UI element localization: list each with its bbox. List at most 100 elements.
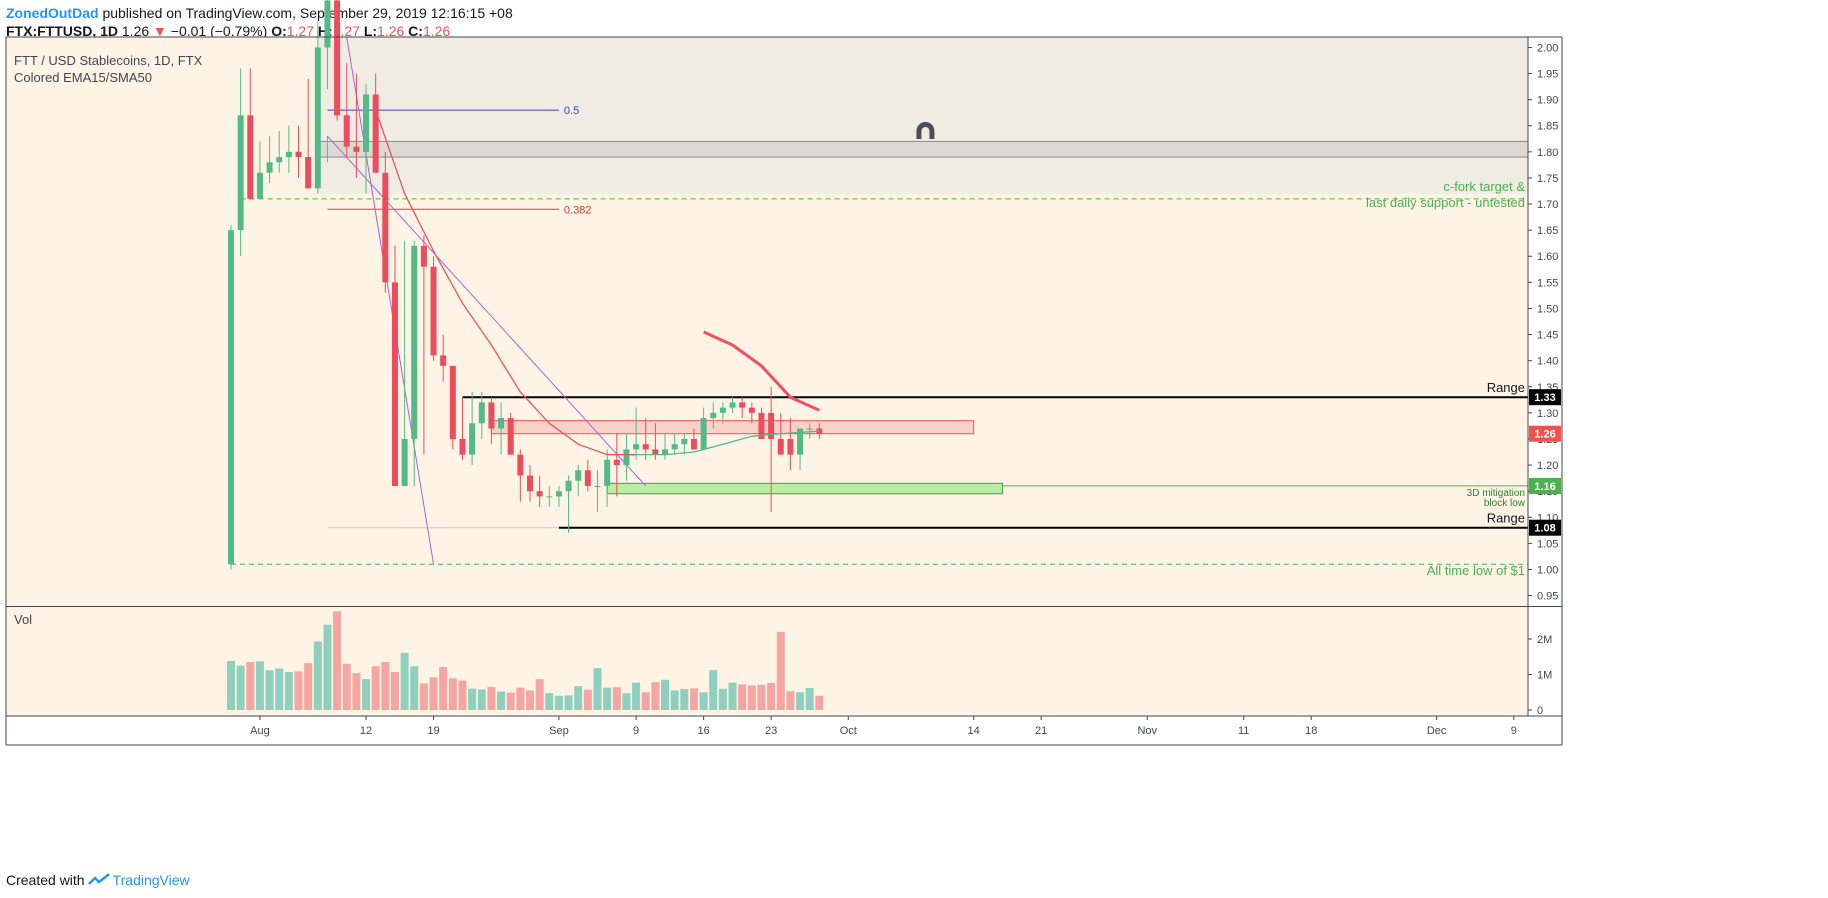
- volume-bar: [622, 693, 631, 710]
- candle: [276, 157, 283, 163]
- atl-label: All time low of $1: [1427, 563, 1525, 578]
- candle: [488, 402, 495, 429]
- mitigation-price-label: 1.16: [1534, 481, 1555, 493]
- candle: [690, 438, 697, 450]
- time-tick-label: 12: [360, 725, 372, 737]
- volume-bar: [525, 690, 534, 710]
- volume-bar: [265, 670, 274, 710]
- candle: [768, 412, 775, 439]
- volume-bar: [323, 624, 332, 710]
- series-title[interactable]: FTT / USD Stablecoins, 1D, FTX: [14, 53, 203, 68]
- candle: [565, 480, 572, 492]
- time-tick-label: Oct: [840, 725, 857, 737]
- candle: [758, 412, 765, 439]
- candle: [449, 365, 456, 439]
- candle: [353, 146, 360, 152]
- range-low-price-label: 1.08: [1534, 523, 1555, 535]
- price-tick-label: 0.95: [1537, 591, 1558, 603]
- volume-bar: [815, 695, 824, 710]
- price-change: −0.01 (−0.79%): [170, 23, 268, 39]
- footer: Created with TradingView: [6, 871, 190, 889]
- candle: [681, 438, 688, 445]
- time-tick-label: 23: [765, 725, 777, 737]
- candle: [787, 438, 794, 455]
- indicator-label[interactable]: Colored EMA15/SMA50: [14, 70, 153, 85]
- candle: [546, 496, 553, 498]
- volume-bar: [680, 689, 689, 710]
- time-tick-label: Sep: [549, 725, 569, 737]
- close-label: C:: [408, 23, 423, 39]
- mitigation-label-2: block low: [1484, 498, 1526, 509]
- candle: [440, 355, 447, 366]
- price-tick-label: 1.50: [1537, 303, 1558, 315]
- volume-bar: [410, 666, 419, 710]
- range-high-label: Range: [1487, 380, 1525, 395]
- candle: [739, 402, 746, 408]
- volume-bar: [574, 686, 583, 710]
- candle: [797, 428, 804, 455]
- volume-bar: [439, 667, 448, 710]
- created-with-label: Created with: [6, 872, 85, 888]
- tradingview-brand[interactable]: TradingView: [112, 872, 190, 888]
- volume-bar: [390, 671, 399, 710]
- volume-bar: [738, 684, 747, 710]
- range-low-label: Range: [1487, 511, 1525, 526]
- magnet-icon: [916, 121, 935, 139]
- volume-bar: [246, 662, 255, 710]
- candle: [498, 418, 505, 429]
- candle: [305, 157, 312, 189]
- mitigation-label-1: 3D mitigation: [1467, 488, 1525, 499]
- candle: [382, 172, 389, 283]
- candle: [719, 407, 726, 413]
- candle: [633, 444, 640, 450]
- volume-bar: [304, 663, 313, 710]
- fib-0382-label: 0.382: [564, 204, 592, 216]
- demand-zone-box: [606, 482, 1004, 495]
- volume-bar: [554, 695, 563, 710]
- volume-bar: [718, 688, 727, 710]
- price-tick-label: 1.20: [1537, 460, 1558, 472]
- volume-bar: [371, 666, 380, 710]
- volume-bar: [255, 661, 264, 710]
- volume-bar: [757, 684, 766, 710]
- time-tick-label: Nov: [1137, 725, 1157, 737]
- price-tick-label: 1.95: [1537, 69, 1558, 81]
- volume-bar: [497, 691, 506, 710]
- volume-bar: [651, 682, 660, 710]
- volume-bar: [767, 683, 776, 710]
- time-tick-label: 9: [1511, 725, 1517, 737]
- price-tick-label: 1.80: [1537, 147, 1558, 159]
- volume-bar: [419, 683, 428, 710]
- fib-05-label: 0.5: [564, 105, 579, 117]
- candle: [710, 412, 717, 419]
- candle: [391, 282, 398, 486]
- volume-bar: [284, 671, 293, 710]
- price-tick-label: 1.75: [1537, 173, 1558, 185]
- last-price-label-bg: [1529, 425, 1561, 442]
- candle: [285, 151, 292, 158]
- down-arrow-icon: ▼: [153, 23, 167, 39]
- volume-bar: [381, 662, 390, 710]
- author-link[interactable]: ZonedOutDad: [6, 5, 99, 21]
- volume-bar: [236, 665, 245, 710]
- candle: [363, 94, 370, 152]
- candle: [469, 423, 476, 455]
- candle: [372, 94, 379, 173]
- candle: [729, 402, 736, 408]
- candle: [536, 491, 543, 497]
- price-tick-label: 1.00: [1537, 564, 1558, 576]
- volume-bar: [516, 687, 525, 710]
- price-tick-label: 1.90: [1537, 95, 1558, 107]
- volume-bar: [612, 687, 621, 710]
- volume-bar: [709, 670, 718, 710]
- volume-bar: [448, 678, 457, 710]
- time-tick-label: 16: [697, 725, 709, 737]
- candle: [816, 428, 823, 434]
- candle: [247, 115, 254, 199]
- time-tick-label: 11: [1238, 725, 1249, 737]
- price-tick-label: 1.30: [1537, 408, 1558, 420]
- close-value: 1.26: [422, 23, 451, 39]
- volume-bar: [728, 682, 737, 710]
- cfork-label-2: last daily support - untested: [1366, 195, 1525, 210]
